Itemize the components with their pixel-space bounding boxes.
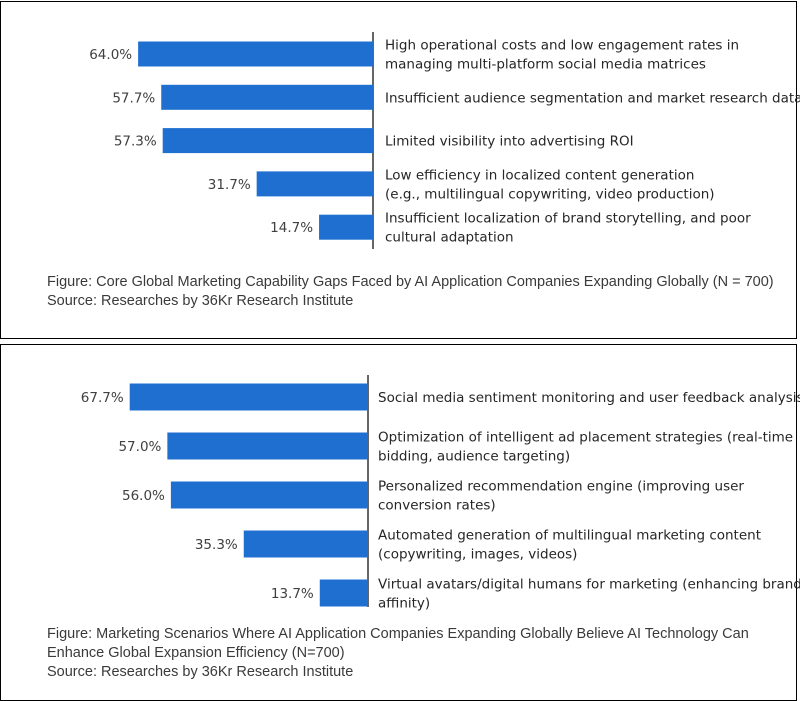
bar [167,432,368,460]
data-label: 31.7% [208,177,251,193]
bar [319,214,373,240]
data-label: 13.7% [271,586,314,602]
bar [162,128,373,154]
bar [138,41,373,67]
category-label-line: affinity) [378,596,430,612]
category-label-line: Insufficient localization of brand story… [385,211,751,227]
caption-text: Figure: Core Global Marketing Capability… [47,274,774,290]
category-label-line: Social media sentiment monitoring and us… [378,390,800,406]
category-label: Insufficient localization of brand story… [385,211,751,246]
category-label-line: (e.g., multilingual copywriting, video p… [385,186,715,202]
data-label: 57.0% [118,439,161,455]
category-label-line: Low efficiency in localized content gene… [385,167,694,183]
category-label: Low efficiency in localized content gene… [385,167,715,202]
category-label-line: conversion rates) [378,498,496,514]
data-label: 35.3% [195,537,238,553]
category-label: Limited visibility into advertising ROI [385,134,634,150]
category-label-line: bidding, audience targeting) [378,449,570,465]
category-label-line: Insufficient audience segmentation and m… [385,90,800,106]
category-label-line: High operational costs and low engagemen… [385,38,739,54]
bar-chart-capability-gaps: 64.0% High operational costs and low enga… [89,32,800,249]
category-label-line: Optimization of intelligent ad placement… [378,430,793,446]
category-label: Personalized recommendation engine (impr… [378,479,744,514]
data-label: 64.0% [89,47,132,63]
bar [256,171,373,197]
source-text: Source: Researches by 36Kr Research Inst… [47,664,354,680]
bar [161,84,373,110]
category-label-line: Virtual avatars/digital humans for marke… [378,577,800,593]
chart-panel-ai-scenarios: 67.7% Social media sentiment monitoring a… [0,344,800,701]
category-label: Optimization of intelligent ad placement… [378,430,793,465]
data-label: 57.7% [112,90,155,106]
category-label-line: managing multi-platform social media mat… [385,57,706,73]
category-label: Automated generation of multilingual mar… [378,528,761,563]
category-label-line: Limited visibility into advertising ROI [385,134,634,150]
category-label-line: (copywriting, images, videos) [378,547,577,563]
category-label: High operational costs and low engagemen… [385,38,739,73]
bar [129,383,368,411]
bar [319,579,368,607]
figure-caption: Figure: Marketing Scenarios Where AI App… [47,625,787,682]
data-label: 14.7% [270,220,313,236]
bar [243,530,368,558]
chart-panel-capability-gaps: 64.0% High operational costs and low enga… [0,1,800,339]
bar [170,481,368,509]
data-label: 56.0% [122,488,165,504]
category-label-line: Personalized recommendation engine (impr… [378,479,744,495]
category-label-line: Automated generation of multilingual mar… [378,528,761,544]
bar-chart-ai-scenarios: 67.7% Social media sentiment monitoring a… [81,375,800,612]
category-label: Social media sentiment monitoring and us… [378,390,800,406]
data-label: 57.3% [114,134,157,150]
data-label: 67.7% [81,390,124,406]
source-text: Source: Researches by 36Kr Research Inst… [47,293,354,309]
category-label: Insufficient audience segmentation and m… [385,90,800,106]
category-label-line: cultural adaptation [385,230,514,246]
category-label: Virtual avatars/digital humans for marke… [378,577,800,612]
figure-caption: Figure: Core Global Marketing Capability… [47,273,774,311]
caption-text: Figure: Marketing Scenarios Where AI App… [47,626,749,661]
